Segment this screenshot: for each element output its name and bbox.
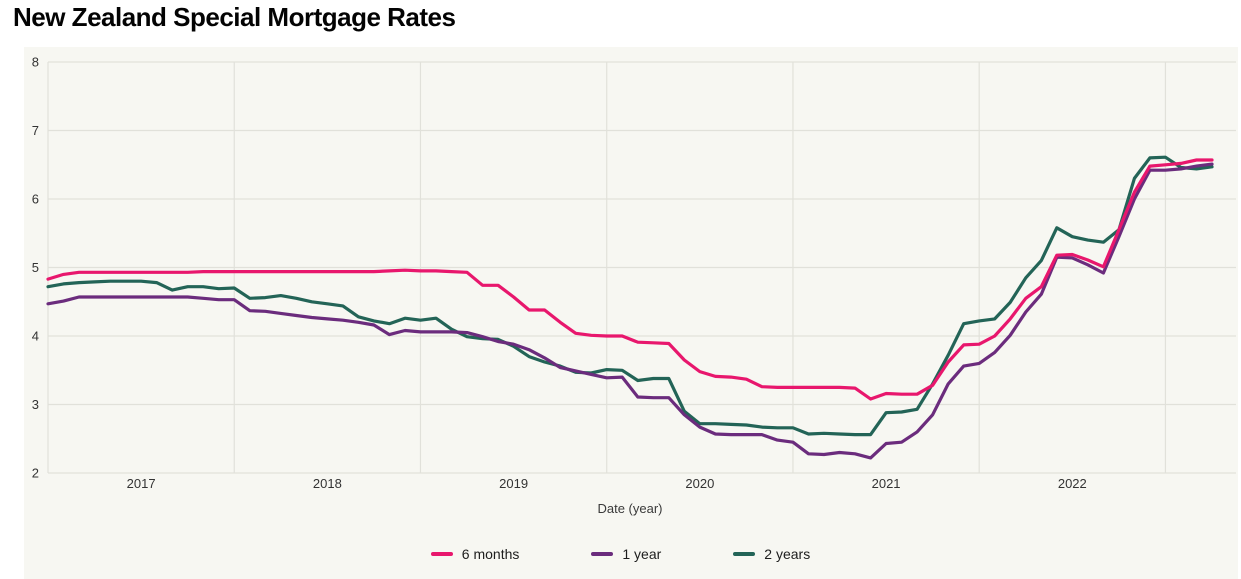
series-line-2-years (46, 155, 1214, 437)
y-tick-label: 7 (32, 123, 39, 138)
x-tick-label: 2021 (872, 476, 901, 491)
legend-item-6-months[interactable]: 6 months (430, 546, 520, 562)
series-line-6-months (46, 158, 1214, 401)
y-tick-label: 8 (32, 55, 39, 70)
legend-item-1-year[interactable]: 1 year (591, 546, 661, 562)
legend-swatch-2-years (733, 552, 756, 556)
x-tick-label: 2017 (127, 476, 156, 491)
x-tick-label: 2022 (1058, 476, 1087, 491)
legend-swatch-1-year (591, 552, 614, 556)
legend-swatch-6-months (430, 552, 453, 556)
x-axis-title: Date (year) (597, 501, 663, 516)
legend-label: 2 years (764, 546, 811, 562)
series-line-1-year (46, 162, 1214, 460)
page-title: New Zealand Special Mortgage Rates (13, 2, 456, 32)
y-tick-label: 2 (32, 466, 39, 481)
y-tick-label: 6 (32, 192, 39, 207)
legend: 6 months 1 year 2 years (0, 546, 1241, 562)
legend-item-2-years[interactable]: 2 years (733, 546, 810, 562)
plot-background-panel (24, 47, 1238, 579)
legend-label: 1 year (622, 546, 662, 562)
legend-label: 6 months (461, 546, 520, 562)
x-tick-label: 2019 (499, 476, 528, 491)
y-tick-label: 4 (32, 329, 39, 344)
x-tick-label: 2020 (685, 476, 714, 491)
y-tick-label: 5 (32, 260, 39, 275)
y-tick-label: 3 (32, 397, 39, 412)
x-tick-label: 2018 (313, 476, 342, 491)
